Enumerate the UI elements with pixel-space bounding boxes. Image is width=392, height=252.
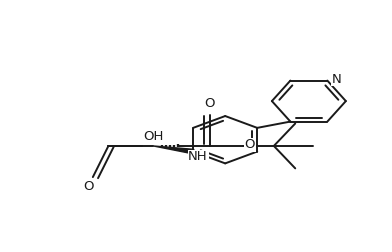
Text: N: N [332, 73, 342, 86]
Text: NH: NH [188, 150, 208, 164]
Polygon shape [153, 146, 194, 154]
Text: O: O [204, 97, 215, 110]
Text: O: O [84, 180, 94, 193]
Text: OH: OH [143, 131, 164, 143]
Text: O: O [245, 138, 255, 151]
